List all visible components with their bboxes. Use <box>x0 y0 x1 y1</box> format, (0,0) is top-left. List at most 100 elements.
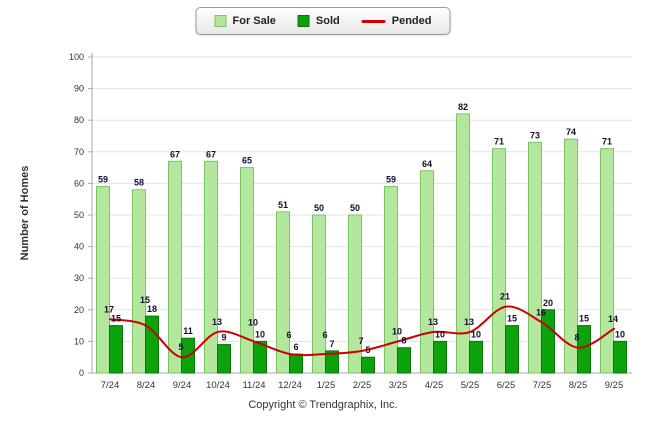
sold-bar <box>397 347 411 374</box>
sold-value-label: 11 <box>183 326 193 336</box>
sold-bar <box>469 340 483 374</box>
legend-label-for-sale: For Sale <box>232 15 276 27</box>
for-sale-value-label: 67 <box>170 149 180 159</box>
x-tick-label: 9/25 <box>605 380 624 391</box>
pended-value-label: 13 <box>464 317 474 327</box>
pended-value-label: 14 <box>608 314 618 324</box>
for-sale-value-label: 59 <box>386 175 396 185</box>
for-sale-bar <box>600 148 614 374</box>
sold-bar <box>577 325 591 374</box>
pended-value-label: 13 <box>212 317 222 327</box>
for-sale-value-label: 50 <box>314 203 324 213</box>
for-sale-bar <box>528 141 542 374</box>
pended-value-label: 15 <box>140 295 150 305</box>
y-tick-label: 30 <box>74 273 84 283</box>
sold-value-label: 10 <box>615 329 625 339</box>
sold-value-label: 20 <box>543 298 553 308</box>
x-tick-label: 3/25 <box>389 380 408 391</box>
for-sale-bar <box>96 186 110 374</box>
legend-label-pended: Pended <box>391 15 432 27</box>
copyright-text: Copyright © Trendgraphix, Inc. <box>248 399 398 411</box>
pended-value-label: 5 <box>178 342 183 352</box>
pended-value-label: 17 <box>104 304 114 314</box>
for-sale-swatch-icon <box>214 15 227 27</box>
x-tick-label: 6/25 <box>497 380 516 391</box>
for-sale-bar <box>456 113 470 374</box>
x-tick-label: 4/25 <box>425 380 444 391</box>
sold-value-label: 15 <box>507 314 517 324</box>
x-tick-label: 9/24 <box>173 380 192 391</box>
y-tick-label: 60 <box>74 178 84 188</box>
x-tick-label: 7/24 <box>101 380 120 391</box>
legend-item-for-sale: For Sale <box>214 15 276 27</box>
for-sale-value-label: 73 <box>530 130 540 140</box>
sold-value-label: 9 <box>221 333 226 343</box>
pended-value-label: 6 <box>322 330 327 340</box>
x-tick-label: 5/25 <box>461 380 480 391</box>
for-sale-value-label: 71 <box>602 137 612 147</box>
for-sale-value-label: 74 <box>566 127 576 137</box>
x-tick-label: 7/25 <box>533 380 552 391</box>
sold-bar <box>145 315 159 374</box>
for-sale-bar <box>420 170 434 374</box>
for-sale-bar <box>348 214 362 374</box>
for-sale-bar <box>240 167 254 374</box>
sold-bar <box>361 356 375 374</box>
sold-bar <box>325 350 339 374</box>
pended-value-label: 10 <box>392 326 402 336</box>
y-tick-label: 20 <box>74 305 84 315</box>
for-sale-bar <box>168 160 182 374</box>
x-tick-label: 11/24 <box>242 380 265 391</box>
for-sale-bar <box>384 186 398 374</box>
sold-value-label: 10 <box>255 329 265 339</box>
x-tick-label: 10/24 <box>206 380 230 391</box>
pended-value-label: 6 <box>286 330 291 340</box>
x-tick-label: 8/25 <box>569 380 588 391</box>
sold-value-label: 15 <box>579 314 589 324</box>
sold-value-label: 10 <box>471 329 481 339</box>
for-sale-bar <box>312 214 326 374</box>
sold-bar <box>109 325 123 374</box>
for-sale-value-label: 59 <box>98 175 108 185</box>
x-tick-label: 1/25 <box>317 380 336 391</box>
pended-value-label: 13 <box>428 317 438 327</box>
sold-bar <box>217 344 231 374</box>
for-sale-value-label: 82 <box>458 102 468 112</box>
sold-value-label: 18 <box>147 304 157 314</box>
for-sale-value-label: 65 <box>242 156 252 166</box>
y-tick-label: 70 <box>74 147 84 157</box>
sold-swatch-icon <box>297 15 310 27</box>
x-tick-label: 2/25 <box>353 380 372 391</box>
pended-value-label: 16 <box>536 307 546 317</box>
legend-item-pended: Pended <box>361 15 432 27</box>
sold-bar <box>253 340 267 374</box>
pended-line <box>109 305 615 359</box>
x-tick-label: 12/24 <box>278 380 302 391</box>
legend-label-sold: Sold <box>315 15 340 27</box>
for-sale-bar <box>204 160 218 374</box>
for-sale-bar <box>276 211 290 374</box>
sold-bar <box>289 353 303 374</box>
pended-value-label: 21 <box>500 292 510 302</box>
pended-value-label: 10 <box>248 317 258 327</box>
for-sale-bar <box>564 138 578 374</box>
sold-bar <box>505 325 519 374</box>
for-sale-bar <box>132 189 146 374</box>
for-sale-bar <box>492 148 506 374</box>
sold-value-label: 7 <box>329 339 334 349</box>
for-sale-value-label: 67 <box>206 149 216 159</box>
sold-value-label: 10 <box>435 329 445 339</box>
x-tick-label: 8/24 <box>137 380 156 391</box>
pended-value-label: 8 <box>574 333 579 343</box>
for-sale-value-label: 58 <box>134 178 144 188</box>
sold-bar <box>541 309 555 374</box>
y-tick-label: 80 <box>74 115 84 125</box>
for-sale-value-label: 51 <box>278 200 288 210</box>
pended-value-label: 7 <box>358 336 363 346</box>
pended-line-swatch-icon <box>361 19 386 23</box>
y-tick-label: 0 <box>79 368 84 378</box>
sold-bar <box>433 340 447 374</box>
sold-value-label: 15 <box>111 314 121 324</box>
